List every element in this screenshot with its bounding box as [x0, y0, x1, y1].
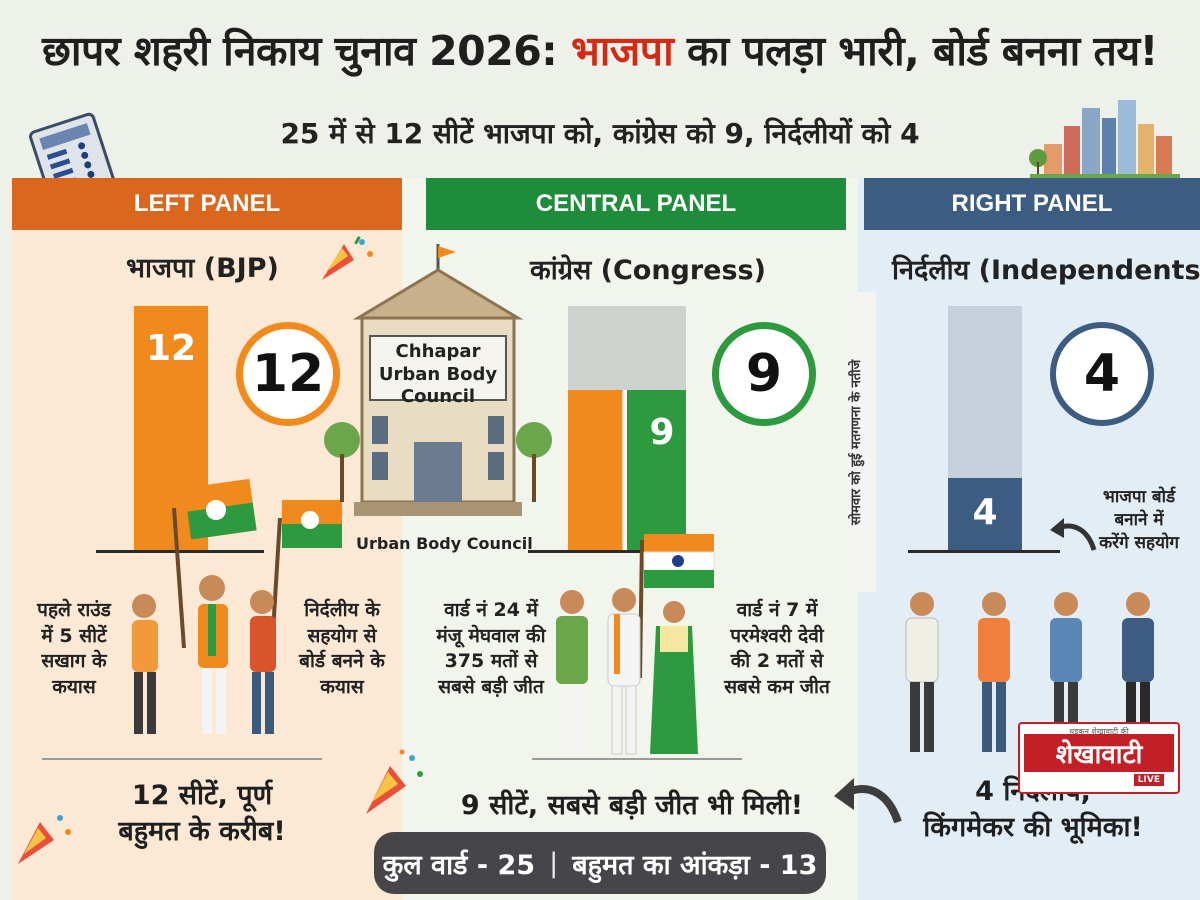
vertical-note: सोमवार को हुई मतगणना के नतीजे: [848, 292, 876, 592]
majority-mark: बहुमत का आंकड़ा - 13: [572, 849, 818, 881]
center-ground-line: [532, 758, 742, 760]
curved-arrow-icon: [834, 778, 902, 824]
right-party-name: निर्दलीय (Independents): [892, 255, 1200, 286]
right-panel-heading: RIGHT PANEL: [864, 178, 1200, 230]
left-seat-circle: 12: [236, 322, 340, 426]
left-note-line: सहयोग से: [307, 624, 377, 647]
left-note-line: सखाग के: [41, 650, 107, 673]
center-baseline: [528, 550, 714, 553]
right-bar-track: 4: [948, 306, 1022, 550]
center-note-line: की 2 मतों से: [730, 650, 824, 673]
party-popper-icon: [366, 749, 423, 814]
curved-arrow-icon: [1050, 518, 1097, 551]
right-side-note: भाजपा बोर्ड बनाने में करेंगे सहयोग: [1080, 486, 1198, 555]
left-note-line: निर्दलीय के: [304, 599, 380, 621]
center-footer: 9 सीटें, सबसे बड़ी जीत भी मिली!: [460, 790, 804, 821]
left-note-first-round: पहले राउंड में 5 सीटें सखाग के कयास: [22, 598, 126, 701]
independents-illustration: [905, 592, 1154, 752]
center-bar-label: 9: [649, 412, 675, 453]
building-icon: [324, 244, 552, 516]
congress-supporters-illustration: [556, 534, 715, 755]
left-note-independent-support: निर्दलीय के सहयोग से बोर्ड बनने के कयास: [282, 598, 402, 701]
right-side-note-line: करेंगे सहयोग: [1099, 532, 1179, 553]
right-footer-line: किंगमेकर की भूमिका!: [923, 812, 1143, 844]
center-note-line: वार्ड नं 24 में: [444, 599, 538, 621]
center-note-smallest-win: वार्ड नं 7 में परमेश्वरी देवी की 2 मतों …: [702, 598, 852, 701]
center-bar: 9: [568, 390, 686, 550]
left-party-name: भाजपा (BJP): [126, 253, 279, 284]
center-party-name: कांग्रेस (Congress): [530, 255, 766, 286]
center-note-line: मंजू मेघवाल की: [436, 624, 546, 647]
title-highlight: भाजपा: [570, 27, 674, 75]
left-note-line: कयास: [52, 675, 96, 698]
bjp-supporters-illustration: [132, 478, 342, 734]
center-note-line: सबसे बड़ी जीत: [438, 675, 544, 698]
building-caption: Urban Body Council: [356, 534, 533, 553]
bottom-summary-bar: कुल वार्ड - 25 | बहुमत का आंकड़ा - 13: [374, 832, 826, 894]
right-bar-label: 4: [972, 492, 998, 533]
building-sign-line: Chhapar: [395, 341, 481, 362]
left-footer-line: बहुमत के करीब!: [118, 816, 286, 848]
shekhawati-live-logo: धड़कन शेखावाटी की शेखावाटी LIVE: [1018, 722, 1180, 794]
right-bar: 4: [948, 478, 1022, 550]
left-note-line: बोर्ड बनने के: [299, 650, 385, 673]
page-subtitle: 25 में से 12 सीटें भाजपा को, कांग्रेस को…: [280, 117, 920, 150]
left-panel: LEFT PANEL भाजपा (BJP) 12 12: [12, 178, 402, 900]
center-note-line: वार्ड नं 7 में: [736, 599, 818, 621]
center-panel-heading: CENTRAL PANEL: [426, 178, 846, 230]
right-side-note-line: बनाने में: [1114, 509, 1164, 530]
center-note-line: परमेश्वरी देवी: [730, 624, 824, 647]
right-baseline: [908, 550, 1060, 553]
right-seat-count: 4: [1083, 344, 1121, 404]
party-popper-icon: [18, 815, 71, 864]
bottom-bar-separator: |: [549, 847, 559, 879]
left-bar-label: 12: [145, 328, 197, 369]
page-title: छापर शहरी निकाय चुनाव 2026: भाजपा का पलड…: [0, 22, 1200, 78]
total-wards: कुल वार्ड - 25: [382, 849, 536, 881]
building-sign-line: Council: [400, 386, 476, 407]
center-seat-circle: 9: [712, 322, 816, 426]
left-panel-heading: LEFT PANEL: [12, 178, 402, 230]
city-skyline-icon: [1029, 100, 1180, 178]
logo-tagline: धड़कन शेखावाटी की: [1069, 727, 1129, 736]
center-bar-track: 9: [568, 306, 686, 550]
left-footer: 12 सीटें, पूर्ण बहुमत के करीब!: [52, 778, 352, 851]
logo-name: शेखावाटी: [1024, 734, 1174, 772]
building-sign-line: Urban Body: [378, 363, 498, 385]
left-ground-line: [42, 758, 322, 760]
left-note-line: पहले राउंड: [37, 599, 111, 621]
logo-live-badge: LIVE: [1133, 774, 1164, 786]
center-note-line: 375 मतों से: [444, 650, 538, 673]
left-baseline: [96, 550, 264, 553]
right-seat-circle: 4: [1050, 322, 1154, 426]
title-suffix: का पलड़ा भारी, बोर्ड बनना तय!: [673, 27, 1158, 75]
left-note-line: में 5 सीटें: [41, 624, 107, 647]
right-side-note-line: भाजपा बोर्ड: [1102, 487, 1176, 507]
center-panel: CENTRAL PANEL कांग्रेस (Congress) 9 9 Ch…: [324, 178, 858, 900]
center-seat-count: 9: [745, 344, 783, 404]
party-popper-icon: [322, 236, 373, 280]
left-seat-count: 12: [251, 344, 325, 404]
left-note-line: कयास: [320, 675, 364, 698]
center-note-line: सबसे कम जीत: [724, 675, 830, 698]
left-footer-line: 12 सीटें, पूर्ण: [131, 780, 273, 811]
building-sign: Chhapar Urban Body Council: [362, 341, 514, 409]
center-note-biggest-win: वार्ड नं 24 में मंजू मेघवाल की 375 मतों …: [416, 598, 566, 701]
title-prefix: छापर शहरी निकाय चुनाव 2026:: [42, 27, 571, 75]
